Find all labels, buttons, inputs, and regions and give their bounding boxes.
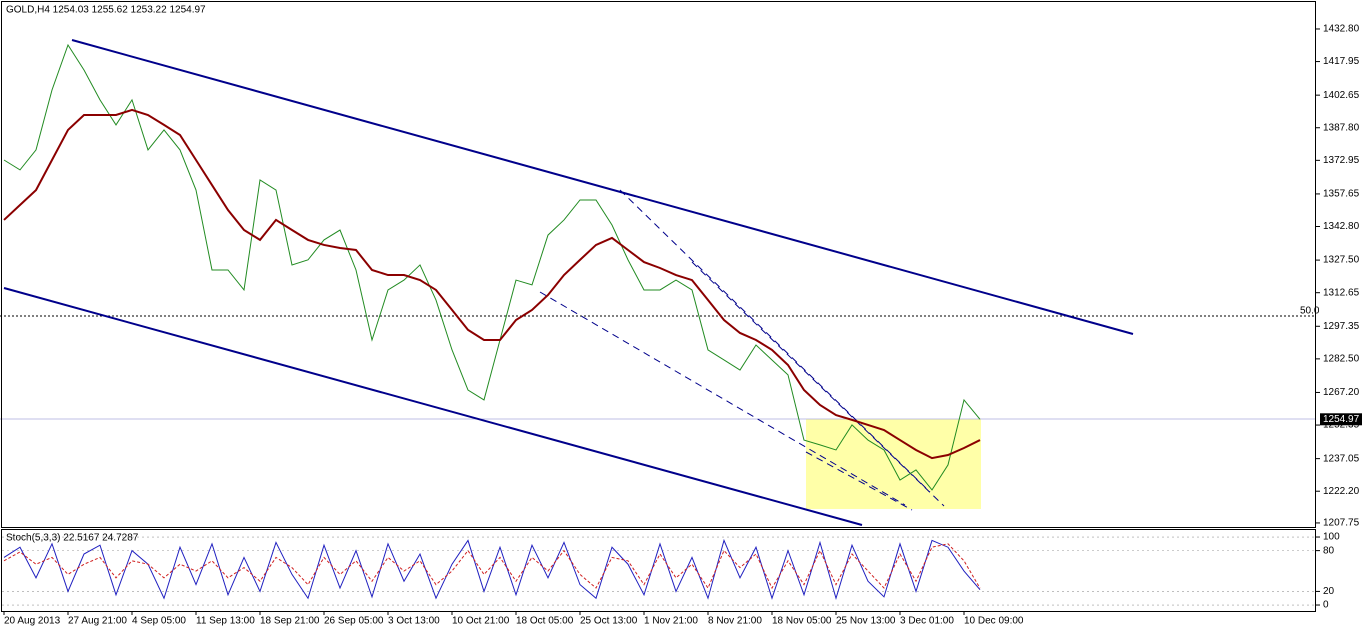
- series-line: [3, 43, 981, 491]
- x-tick-label: 11 Sep 13:00: [196, 616, 255, 627]
- y-tick-label: 1417.95: [1323, 56, 1360, 67]
- x-tick-label: 18 Oct 05:00: [516, 616, 574, 627]
- trend-line: [691, 261, 945, 507]
- price-label: 1254.97: [1323, 414, 1360, 425]
- y-tick-label: 20: [1323, 586, 1335, 597]
- y-tick-label: 1282.50: [1323, 354, 1360, 365]
- x-tick-label: 10 Oct 21:00: [452, 616, 510, 627]
- x-tick-label: 1 Nov 21:00: [644, 616, 698, 627]
- chart-title: GOLD,H4 1254.03 1255.62 1253.22 1254.97: [6, 5, 206, 16]
- series-line: [3, 108, 981, 460]
- x-tick-label: 10 Dec 09:00: [964, 616, 1024, 627]
- channel-upper: [71, 39, 1134, 335]
- x-tick-label: 25 Oct 13:00: [580, 616, 638, 627]
- series-line: [3, 543, 981, 590]
- y-tick-label: 1372.95: [1323, 155, 1360, 166]
- y-tick-label: 1432.80: [1323, 24, 1360, 35]
- indicator-title: Stoch(5,3,3) 22.5167 24.7287: [6, 533, 139, 544]
- y-tick-label: 1207.75: [1323, 518, 1360, 529]
- price-panel-border: [1, 1, 1316, 528]
- trend-line: [619, 189, 931, 493]
- x-tick-label: 27 Aug 21:00: [68, 616, 127, 627]
- trend-line: [539, 291, 906, 506]
- y-tick-label: 1237.05: [1323, 453, 1360, 464]
- series-line: [3, 538, 981, 600]
- x-tick-label: 8 Nov 21:00: [708, 616, 762, 627]
- x-tick-label: 26 Sep 05:00: [324, 616, 384, 627]
- channel-lower: [3, 287, 863, 526]
- y-tick-label: 100: [1323, 532, 1340, 543]
- y-tick-label: 1387.80: [1323, 122, 1360, 133]
- x-tick-label: 20 Aug 2013: [4, 616, 61, 627]
- trend-line: [805, 451, 913, 511]
- y-tick-label: 80: [1323, 545, 1335, 556]
- price-box: [1320, 413, 1362, 426]
- x-tick-label: 18 Sep 21:00: [260, 616, 320, 627]
- stoch-panel-border: [1, 529, 1316, 612]
- x-tick-label: 3 Dec 01:00: [900, 616, 954, 627]
- x-tick-label: 3 Oct 13:00: [388, 616, 440, 627]
- y-tick-label: 1267.20: [1323, 387, 1360, 398]
- y-tick-label: 1312.65: [1323, 287, 1360, 298]
- y-tick-label: 1402.65: [1323, 90, 1360, 101]
- fib-label: 50.0: [1300, 306, 1320, 317]
- y-tick-label: 1342.80: [1323, 221, 1360, 232]
- x-tick-label: 4 Sep 05:00: [132, 616, 186, 627]
- y-tick-label: 1222.20: [1323, 486, 1360, 497]
- x-tick-label: 18 Nov 05:00: [772, 616, 832, 627]
- y-tick-label: 1297.35: [1323, 321, 1360, 332]
- y-tick-label: 1327.50: [1323, 255, 1360, 266]
- x-tick-label: 25 Nov 13:00: [836, 616, 896, 627]
- highlight-box: [806, 419, 981, 509]
- y-tick-label: 1357.65: [1323, 189, 1360, 200]
- y-tick-label: 0: [1323, 600, 1329, 611]
